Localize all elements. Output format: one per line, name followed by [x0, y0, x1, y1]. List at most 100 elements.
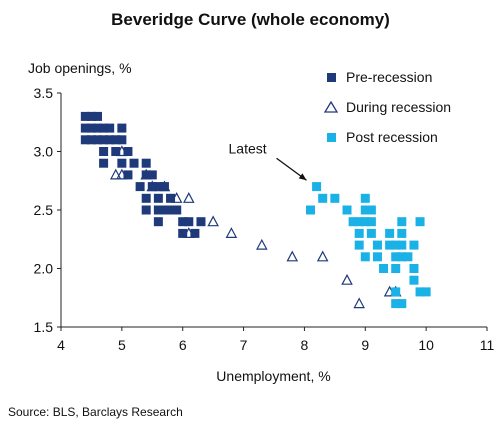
point-pre-recession: [129, 158, 139, 168]
point-during-recession: [353, 297, 365, 309]
point-pre-recession: [111, 135, 121, 145]
legend-label: During recession: [346, 99, 452, 115]
point-pre-recession: [159, 182, 169, 192]
source-note: Source: BLS, Barclays Research: [8, 405, 183, 419]
point-during-recession: [225, 227, 238, 238]
point-pre-recession: [196, 217, 206, 227]
point-pre-recession: [99, 158, 109, 168]
point-pre-recession: [123, 170, 133, 180]
point-pre-recession: [117, 135, 127, 145]
x-tick-label: 10: [418, 337, 434, 353]
annotation-latest-label: Latest: [229, 140, 267, 156]
point-during-recession: [256, 238, 268, 250]
x-tick-label: 9: [361, 337, 369, 353]
point-pre-recession: [166, 205, 176, 215]
point-pre-recession: [99, 147, 109, 156]
point-pre-recession: [153, 205, 163, 215]
point-pre-recession: [153, 182, 163, 192]
point-post-recession: [403, 252, 413, 262]
point-during-recession: [170, 192, 183, 203]
point-pre-recession: [190, 228, 200, 238]
point-pre-recession: [172, 205, 182, 215]
point-during-recession: [182, 192, 195, 203]
point-post-recession: [354, 217, 364, 227]
point-pre-recession: [117, 123, 127, 133]
point-post-recession: [354, 240, 364, 250]
point-pre-recession: [178, 228, 188, 238]
point-pre-recession: [105, 123, 115, 133]
point-pre-recession: [86, 135, 96, 145]
legend-item-pre-recession: Pre-recession: [322, 62, 451, 92]
point-pre-recession: [93, 135, 103, 145]
point-during-recession: [316, 250, 329, 262]
point-post-recession: [330, 193, 340, 203]
point-post-recession: [379, 264, 389, 273]
point-post-recession: [312, 182, 322, 192]
legend: Pre-recession During recession Post rece…: [322, 62, 451, 152]
point-post-recession: [409, 240, 419, 250]
point-post-recession: [391, 252, 401, 262]
point-during-recession: [182, 227, 195, 238]
point-post-recession: [318, 193, 328, 203]
point-pre-recession: [135, 182, 145, 192]
point-pre-recession: [141, 158, 151, 168]
point-during-recession: [109, 168, 122, 180]
point-during-recession: [146, 180, 159, 192]
x-tick-label: 6: [179, 337, 187, 353]
point-during-recession: [207, 215, 219, 227]
legend-item-post-recession: Post recession: [322, 122, 451, 152]
point-post-recession: [372, 252, 382, 262]
x-tick-label: 4: [57, 337, 65, 353]
point-post-recession: [409, 275, 419, 285]
chart-title: Beveridge Curve (whole economy): [111, 10, 390, 29]
legend-swatch-pre-recession: [326, 72, 336, 82]
point-post-recession: [385, 228, 395, 238]
point-pre-recession: [93, 111, 103, 121]
point-pre-recession: [159, 205, 169, 215]
point-during-recession: [140, 168, 153, 180]
point-pre-recession: [141, 170, 151, 180]
point-post-recession: [306, 205, 316, 215]
point-during-recession: [116, 168, 128, 180]
legend-label: Pre-recession: [346, 69, 433, 85]
point-post-recession: [397, 299, 407, 309]
y-tick-label: 1.5: [34, 319, 54, 335]
point-during-recession: [286, 250, 299, 262]
y-tick-label: 3.5: [34, 85, 54, 101]
point-pre-recession: [166, 193, 176, 203]
point-pre-recession: [86, 111, 96, 121]
point-pre-recession: [184, 217, 194, 227]
point-post-recession: [372, 240, 382, 250]
point-pre-recession: [178, 217, 188, 227]
point-pre-recession: [99, 135, 109, 145]
point-post-recession: [360, 205, 370, 215]
point-post-recession: [360, 193, 370, 203]
axes: 1.5 2.0 2.5 3.0 3.5 4 5 6 7 8 9 10 11 Latest: [34, 85, 495, 353]
point-post-recession: [397, 217, 407, 227]
point-pre-recession: [141, 193, 151, 203]
point-post-recession: [385, 240, 395, 250]
x-tick-label: 5: [118, 337, 126, 353]
legend-item-during-recession: During recession: [322, 92, 451, 122]
point-post-recession: [391, 287, 401, 297]
point-post-recession: [409, 264, 419, 273]
point-post-recession: [391, 240, 401, 250]
x-tick-label: 11: [480, 337, 495, 353]
annotation-arrowhead: [298, 173, 307, 181]
point-pre-recession: [80, 135, 90, 145]
point-during-recession: [341, 273, 353, 285]
point-pre-recession: [123, 147, 133, 156]
x-tick-label: 7: [240, 337, 248, 353]
point-post-recession: [366, 217, 376, 227]
point-pre-recession: [147, 170, 157, 180]
point-post-recession: [360, 217, 370, 227]
point-pre-recession: [153, 193, 163, 203]
x-tick-label: 8: [301, 337, 309, 353]
point-pre-recession: [86, 123, 96, 133]
point-post-recession: [415, 217, 425, 227]
point-post-recession: [354, 228, 364, 238]
point-pre-recession: [80, 123, 90, 133]
point-pre-recession: [153, 217, 163, 227]
plot-area: [80, 111, 431, 309]
